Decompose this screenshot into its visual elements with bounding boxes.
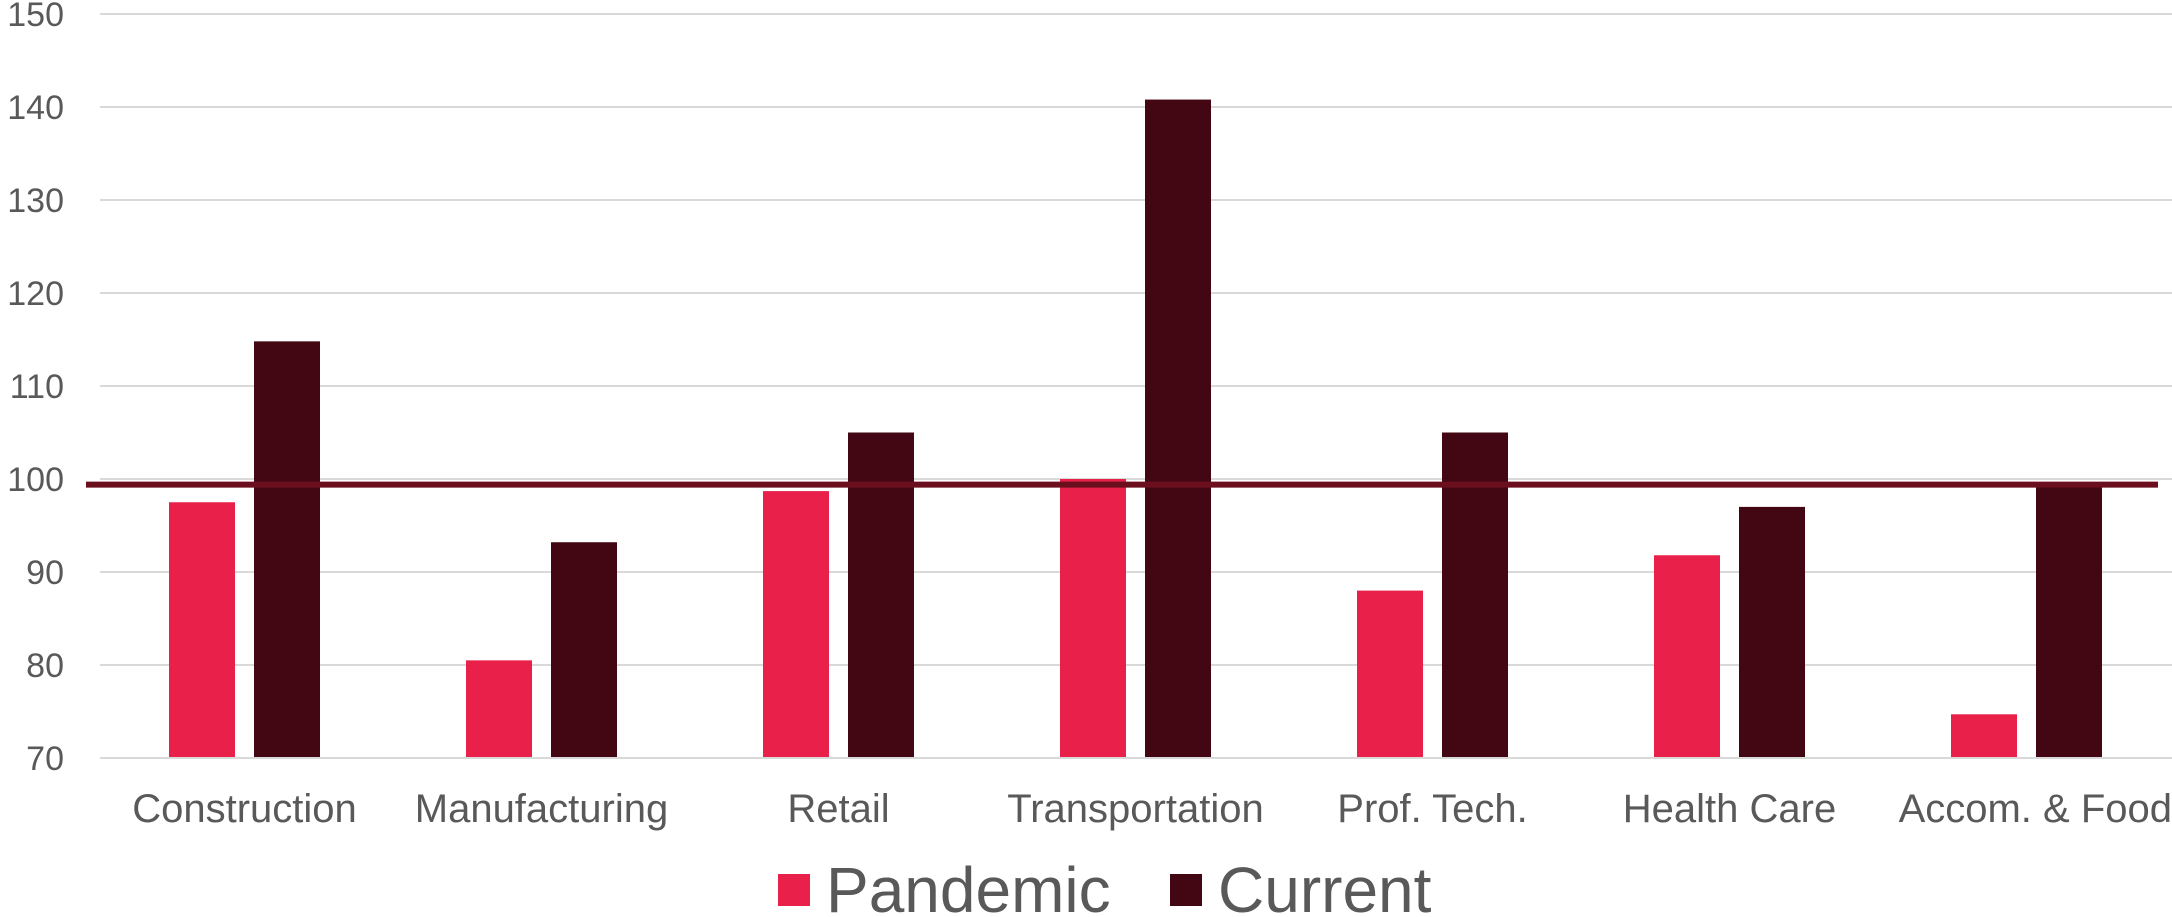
bar-pandemic bbox=[1951, 714, 2017, 758]
y-tick-label: 90 bbox=[26, 554, 64, 592]
y-tick-label: 110 bbox=[10, 368, 64, 406]
bar-current bbox=[1145, 99, 1211, 758]
bars bbox=[169, 99, 2102, 758]
x-category-label: Prof. Tech. bbox=[1337, 787, 1527, 831]
y-axis-ticks: 70 80 90 100 110 120 130 140 150 bbox=[7, 0, 64, 778]
y-tick-label: 150 bbox=[7, 0, 64, 34]
bar-current bbox=[551, 542, 617, 758]
y-tick-label: 80 bbox=[26, 647, 64, 685]
bar-pandemic bbox=[169, 502, 235, 758]
x-category-label: Manufacturing bbox=[415, 787, 668, 831]
legend-swatch-pandemic bbox=[778, 874, 810, 906]
y-tick-label: 70 bbox=[26, 740, 64, 778]
bar-current bbox=[1442, 432, 1508, 758]
y-tick-label: 130 bbox=[7, 182, 64, 220]
x-category-label: Accom. & Food bbox=[1899, 787, 2172, 831]
x-category-label: Retail bbox=[787, 787, 889, 831]
bar-current bbox=[1739, 506, 1805, 758]
gridlines bbox=[100, 13, 2172, 666]
bar-pandemic bbox=[466, 660, 532, 758]
bar-pandemic bbox=[1060, 479, 1126, 758]
bar-current bbox=[848, 432, 914, 758]
bar-pandemic bbox=[763, 491, 829, 758]
legend-swatch-current bbox=[1170, 874, 1202, 906]
bar-pandemic bbox=[1654, 555, 1720, 758]
x-category-label: Health Care bbox=[1623, 787, 1836, 831]
legend-label-pandemic: Pandemic bbox=[826, 854, 1111, 917]
y-tick-label: 140 bbox=[7, 89, 64, 127]
bar-pandemic bbox=[1357, 590, 1423, 758]
legend-label-current: Current bbox=[1218, 854, 1432, 917]
x-category-label: Transportation bbox=[1007, 787, 1263, 831]
bar-current bbox=[2036, 484, 2102, 758]
y-tick-label: 120 bbox=[7, 275, 64, 313]
y-tick-label: 100 bbox=[7, 461, 64, 499]
x-axis-labels: Construction Manufacturing Retail Transport… bbox=[132, 787, 2172, 831]
bar-current bbox=[254, 341, 320, 758]
x-category-label: Construction bbox=[132, 787, 357, 831]
legend: Pandemic Current bbox=[778, 854, 1432, 917]
